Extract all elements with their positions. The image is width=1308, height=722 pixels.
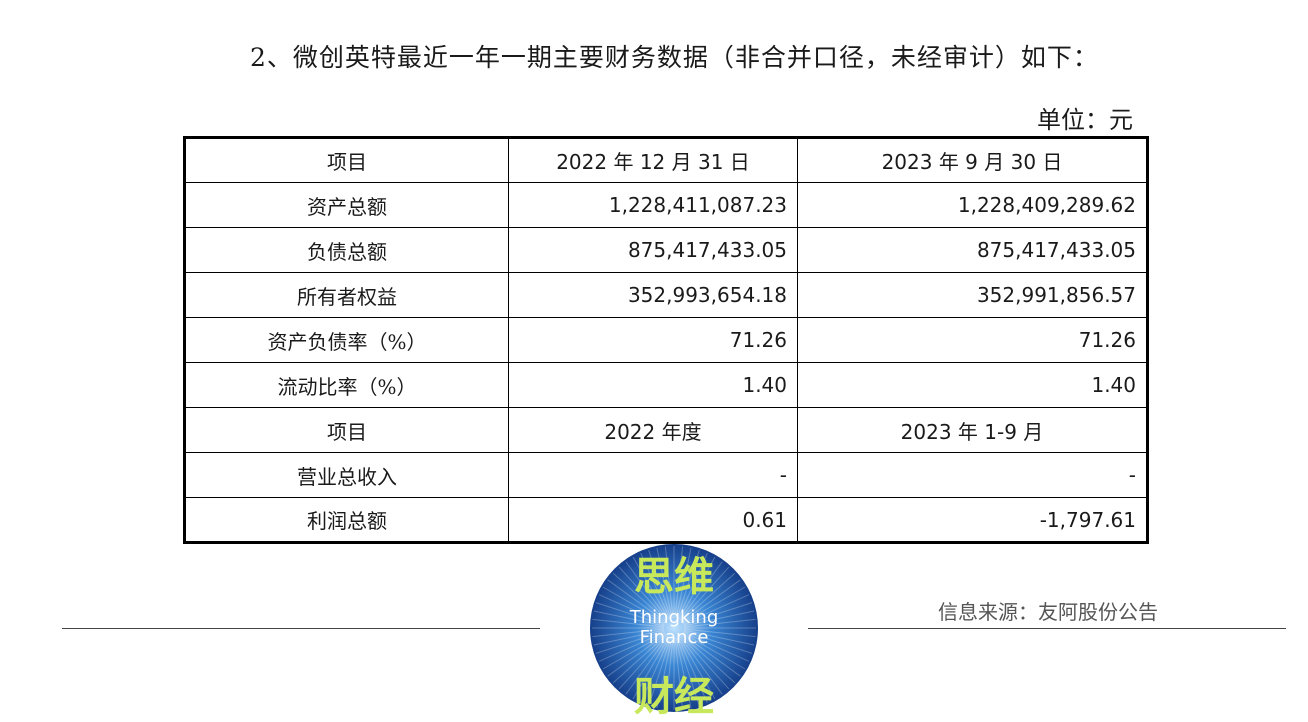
cell-col1: 352,993,654.18 [508,272,798,318]
row-label: 项目 [184,407,509,453]
cell-col1: 875,417,433.05 [508,227,798,273]
divider-left [62,628,540,629]
logo-emblem-icon [590,544,758,712]
table-row: 负债总额 875,417,433.05 875,417,433.05 [184,227,1148,273]
cell-col2: -1,797.61 [797,497,1148,543]
row-label: 资产负债率（%） [184,317,509,363]
table-row: 利润总额 0.61 -1,797.61 [184,497,1148,543]
logo-text-en1: Thingking [629,607,719,628]
row-label: 所有者权益 [184,272,509,318]
cell-col2: 1.40 [797,362,1148,408]
cell-col1: 71.26 [508,317,798,363]
table-row: 流动比率（%） 1.40 1.40 [184,362,1148,408]
cell-col2: 2023 年 9 月 30 日 [797,137,1148,183]
cell-col1: - [508,452,798,498]
table-row: 资产总额 1,228,411,087.23 1,228,409,289.62 [184,182,1148,228]
financial-table: 项目 2022 年 12 月 31 日 2023 年 9 月 30 日资产总额 1,2… [183,136,1149,544]
cell-col2: 2023 年 1-9 月 [797,407,1148,453]
cell-col2: 875,417,433.05 [797,227,1148,273]
cell-col1: 2022 年度 [508,407,798,453]
row-label: 资产总额 [184,182,509,228]
table-row: 资产负债率（%） 71.26 71.26 [184,317,1148,363]
logo-text-top: 思维 [634,553,714,600]
row-label: 营业总收入 [184,452,509,498]
logo-text-en2: Finance [639,627,709,648]
cell-col2: - [797,452,1148,498]
divider-right [808,628,1286,629]
table-row: 营业总收入 - - [184,452,1148,498]
table-row: 所有者权益 352,993,654.18 352,991,856.57 [184,272,1148,318]
cell-col1: 2022 年 12 月 31 日 [508,137,798,183]
cell-col1: 1.40 [508,362,798,408]
row-label: 利润总额 [184,497,509,543]
cell-col1: 1,228,411,087.23 [508,182,798,228]
table-row: 项目 2022 年度 2023 年 1-9 月 [184,407,1148,453]
cell-col1: 0.61 [508,497,798,543]
cell-col2: 1,228,409,289.62 [797,182,1148,228]
unit-label: 单位：元 [1037,106,1133,134]
row-label: 负债总额 [184,227,509,273]
row-label: 项目 [184,137,509,183]
cell-col2: 352,991,856.57 [797,272,1148,318]
table-row: 项目 2022 年 12 月 31 日 2023 年 9 月 30 日 [184,137,1148,183]
heading: 2、微创英特最近一年一期主要财务数据（非合并口径，未经审计）如下： [250,43,1099,72]
brand-logo: 思维 Thingking Finance 财经 [588,542,760,720]
logo-text-bottom: 财经 [634,673,714,720]
source-note: 信息来源：友阿股份公告 [938,600,1158,624]
cell-col2: 71.26 [797,317,1148,363]
row-label: 流动比率（%） [184,362,509,408]
